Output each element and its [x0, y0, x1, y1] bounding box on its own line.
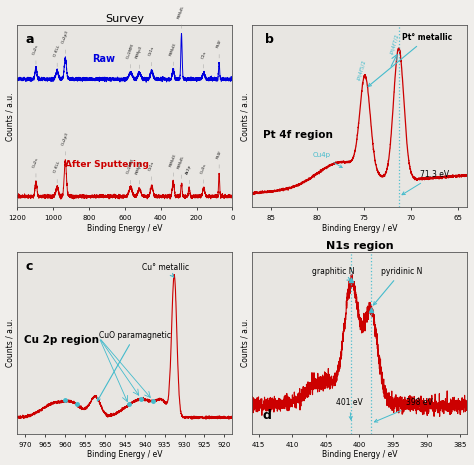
Text: O KLL: O KLL	[53, 161, 61, 183]
Text: Cu° metallic: Cu° metallic	[142, 263, 189, 277]
Text: Pt4f: Pt4f	[216, 149, 222, 168]
Text: Cu 2p region: Cu 2p region	[24, 335, 99, 345]
Text: pyridinic N: pyridinic N	[374, 267, 422, 305]
Text: -Pt4f5/2: -Pt4f5/2	[356, 59, 366, 81]
Text: Cu1MM: Cu1MM	[126, 158, 135, 184]
Text: Cu2s: Cu2s	[32, 157, 40, 177]
Text: Cu1MM: Cu1MM	[126, 42, 135, 68]
X-axis label: Binding Energy / eV: Binding Energy / eV	[87, 224, 163, 233]
Text: Cu3s: Cu3s	[200, 163, 208, 183]
Text: graphitic N: graphitic N	[312, 267, 355, 280]
Text: c: c	[26, 260, 33, 273]
Text: Cu2p3: Cu2p3	[61, 132, 70, 155]
X-axis label: Binding Energy / eV: Binding Energy / eV	[87, 451, 163, 459]
Text: 398 eV: 398 eV	[374, 398, 433, 422]
Text: PtMd5: PtMd5	[177, 5, 186, 28]
Text: Cu2p3: Cu2p3	[61, 30, 70, 53]
Text: Ar2p: Ar2p	[185, 164, 193, 184]
Y-axis label: Counts / a.u.: Counts / a.u.	[240, 92, 249, 140]
Text: a: a	[26, 33, 35, 46]
X-axis label: Binding Energy / eV: Binding Energy / eV	[322, 224, 397, 233]
Text: CuO paramagnetic: CuO paramagnetic	[97, 331, 171, 401]
Text: d: d	[263, 410, 272, 423]
Text: After Sputtering: After Sputtering	[64, 160, 148, 169]
Text: Cu2s: Cu2s	[32, 44, 40, 64]
Text: Ot1s: Ot1s	[148, 46, 155, 66]
Text: PtMd5: PtMd5	[177, 155, 186, 179]
Text: 401 eV: 401 eV	[336, 398, 363, 419]
Y-axis label: Counts / a.u.: Counts / a.u.	[6, 92, 15, 140]
Text: Ot1s: Ot1s	[148, 160, 155, 180]
Y-axis label: Counts / a.u.: Counts / a.u.	[6, 319, 15, 367]
Title: N1s region: N1s region	[326, 241, 393, 251]
Text: PtMp3: PtMp3	[135, 45, 144, 68]
Text: PtMd3: PtMd3	[169, 42, 177, 66]
Title: Survey: Survey	[105, 14, 145, 25]
Text: Cu4p: Cu4p	[313, 153, 342, 167]
Text: PtMd3: PtMd3	[169, 153, 177, 176]
Y-axis label: Counts / a.u.: Counts / a.u.	[240, 319, 249, 367]
Text: -Pt4f7/2: -Pt4f7/2	[390, 33, 400, 56]
Text: PtMp3: PtMp3	[135, 160, 144, 184]
Text: 71.3 eV: 71.3 eV	[402, 170, 449, 195]
Text: Pt° metallic: Pt° metallic	[368, 33, 453, 86]
Text: C1s: C1s	[201, 50, 207, 68]
Text: b: b	[265, 33, 273, 46]
Text: Raw: Raw	[92, 53, 116, 64]
Text: Pt4f: Pt4f	[216, 39, 222, 58]
Text: O KLL: O KLL	[53, 45, 61, 66]
Text: Pt 4f region: Pt 4f region	[263, 130, 333, 140]
X-axis label: Binding Energy / eV: Binding Energy / eV	[322, 451, 397, 459]
